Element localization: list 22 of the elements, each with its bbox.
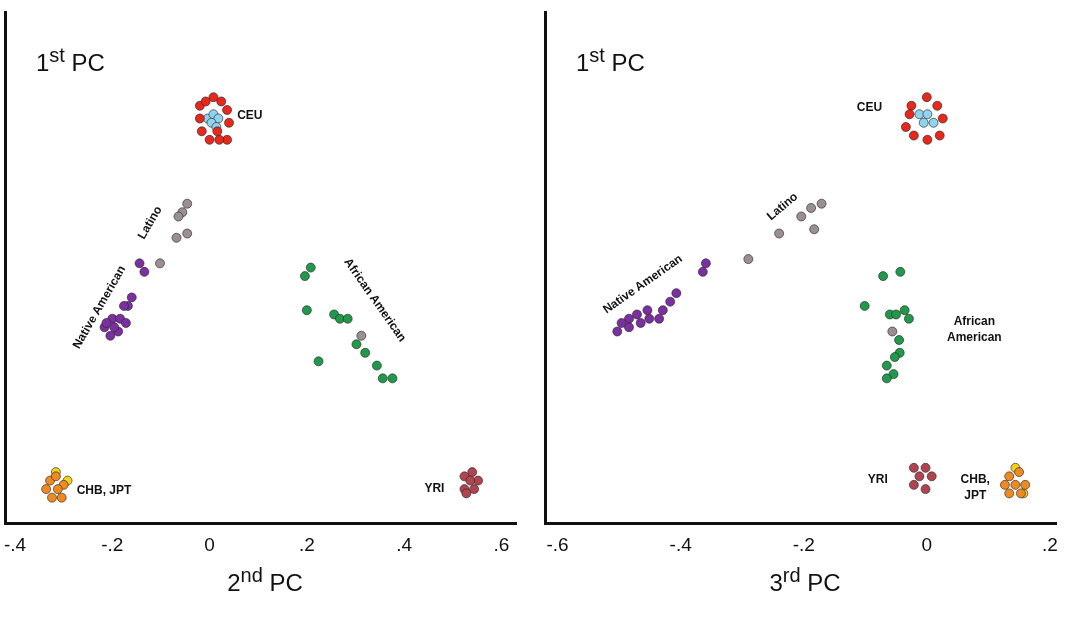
series-label: YRI: [867, 472, 888, 487]
x-tick-label: .4: [396, 533, 413, 555]
x-tick-label: -.6: [546, 533, 569, 555]
x-tick-label: 0: [204, 533, 215, 555]
text: African American: [946, 314, 1002, 345]
x-tick-label: -.4: [3, 533, 27, 555]
series-label: CEU: [237, 108, 263, 123]
x-tick-label: -.2: [101, 533, 124, 555]
series-label: YRI: [424, 480, 445, 495]
y-axis-title: 1$^{st}$ PC: [36, 43, 105, 78]
x-tick-label: .2: [298, 533, 315, 555]
x-tick-label: 0: [921, 533, 933, 555]
series-label: CEU: [856, 100, 883, 115]
series-label: CHB, JPT: [960, 471, 990, 502]
x-tick-label: -.2: [792, 533, 815, 555]
y-axis-title: 1$^{st}$ PC: [576, 43, 645, 78]
x-tick-label: .2: [1041, 533, 1058, 555]
x-tick-label: -.4: [669, 533, 693, 555]
x-tick-label: .6: [493, 533, 510, 555]
series-label: CHB, JPT: [76, 482, 133, 497]
x-axis-title: 3$^{rd}$ PC: [768, 564, 842, 597]
x-axis-title: 2$^{nd}$ PC: [226, 564, 304, 597]
